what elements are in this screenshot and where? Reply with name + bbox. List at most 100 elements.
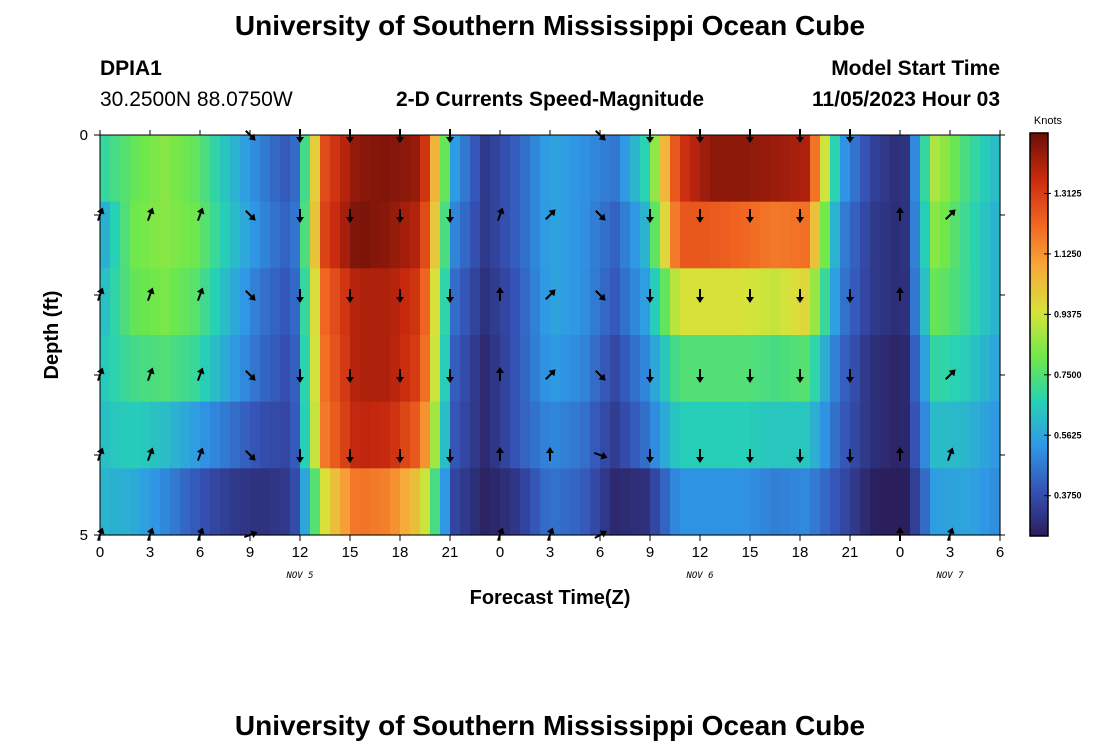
heatmap-cell <box>400 268 411 336</box>
heatmap-cell <box>770 468 781 536</box>
x-tick-label: 21 <box>442 544 459 561</box>
heatmap-cell <box>420 401 431 469</box>
heatmap-cell <box>210 201 221 269</box>
heatmap-cell <box>260 335 271 403</box>
heatmap-cell <box>970 335 981 403</box>
heatmap-cell <box>350 268 361 336</box>
heatmap-cell <box>750 401 761 469</box>
heatmap-cell <box>660 201 671 269</box>
heatmap-cell <box>940 401 951 469</box>
heatmap-cell <box>750 268 761 336</box>
heatmap-cell <box>610 135 621 203</box>
direction-arrow <box>496 367 504 381</box>
heatmap-cell <box>410 135 421 203</box>
station-coordinates: 30.2500N 88.0750W <box>100 88 293 111</box>
heatmap-cell <box>630 201 641 269</box>
heatmap-cell <box>520 135 531 203</box>
heatmap-cell <box>510 468 521 536</box>
heatmap-cell <box>170 468 181 536</box>
heatmap-cell <box>280 268 291 336</box>
direction-arrow <box>696 369 704 383</box>
heatmap-cell <box>250 268 261 336</box>
heatmap-cell <box>280 135 291 203</box>
heatmap-cell <box>180 335 191 403</box>
heatmap-cell <box>700 468 711 536</box>
direction-arrow <box>796 289 804 303</box>
x-tick-label: 18 <box>792 544 809 561</box>
heatmap-cell <box>180 201 191 269</box>
heatmap-cell <box>720 335 731 403</box>
heatmap-cell <box>450 335 461 403</box>
heatmap-cell <box>440 201 451 269</box>
heatmap-cell <box>590 201 601 269</box>
heatmap-cell <box>200 201 211 269</box>
heatmap-cell <box>830 268 841 336</box>
heatmap-cell <box>530 335 541 403</box>
heatmap-cell <box>570 401 581 469</box>
heatmap-cell <box>540 468 551 536</box>
colorbar-tick-label: 0.9375 <box>1054 309 1082 319</box>
heatmap-cell <box>810 268 821 336</box>
heatmap-cell <box>230 135 241 203</box>
heatmap-cell <box>650 335 661 403</box>
heatmap-cell <box>670 201 681 269</box>
heatmap-cell <box>210 135 221 203</box>
heatmap-cell <box>730 135 741 203</box>
heatmap-cell <box>300 135 311 203</box>
heatmap-cell <box>380 335 391 403</box>
y-axis-label: Depth (ft) <box>41 291 63 380</box>
colorbar-tick-label: 0.3750 <box>1054 491 1082 501</box>
heatmap-cell <box>350 468 361 536</box>
heatmap-cell <box>610 468 621 536</box>
heatmap-cell <box>610 268 621 336</box>
heatmap-cell <box>600 335 611 403</box>
heatmap-cell <box>180 135 191 203</box>
heatmap-cell <box>370 201 381 269</box>
direction-arrow <box>146 207 155 221</box>
heatmap-cell <box>990 468 1001 536</box>
x-tick-label: 6 <box>996 544 1004 561</box>
date-label: NOV 6 <box>685 571 713 581</box>
colorbar-tick-label: 0.5625 <box>1054 430 1082 440</box>
heatmap-cell <box>300 401 311 469</box>
direction-arrow <box>646 289 654 303</box>
heatmap-cell <box>740 201 751 269</box>
heatmap-cell <box>550 401 561 469</box>
heatmap-cell <box>930 201 941 269</box>
heatmap-cell <box>310 201 321 269</box>
direction-arrow <box>496 207 505 221</box>
page-title: University of Southern Mississippi Ocean… <box>235 10 865 41</box>
heatmap-cell <box>550 268 561 336</box>
heatmap-cell <box>740 401 751 469</box>
heatmap-cell <box>620 201 631 269</box>
heatmap-cell <box>330 268 341 336</box>
heatmap-cell <box>230 468 241 536</box>
heatmap-cell <box>560 468 571 536</box>
direction-arrow <box>746 209 754 223</box>
heatmap-cell <box>120 268 131 336</box>
heatmap-cell <box>240 201 251 269</box>
heatmap-cell <box>110 135 121 203</box>
heatmap-cell <box>520 268 531 336</box>
heatmap-cell <box>900 335 911 403</box>
x-tick-label: 3 <box>946 544 954 561</box>
heatmap-cell <box>630 401 641 469</box>
heatmap-cell <box>110 468 121 536</box>
heatmap-cell <box>660 335 671 403</box>
heatmap-cell <box>470 468 481 536</box>
heatmap-cell <box>440 268 451 336</box>
heatmap-cell <box>910 468 921 536</box>
heatmap-cell <box>550 201 561 269</box>
heatmap-cell <box>930 401 941 469</box>
heatmap-cell <box>240 268 251 336</box>
direction-arrow <box>946 447 955 461</box>
heatmap-cell <box>320 468 331 536</box>
direction-arrow <box>696 449 704 463</box>
heatmap-cell <box>580 201 591 269</box>
heatmap-cell <box>830 335 841 403</box>
speed-heatmap <box>100 135 1001 536</box>
heatmap-cell <box>850 335 861 403</box>
direction-arrow <box>196 447 205 461</box>
heatmap-cell <box>770 135 781 203</box>
heatmap-cell <box>330 468 341 536</box>
